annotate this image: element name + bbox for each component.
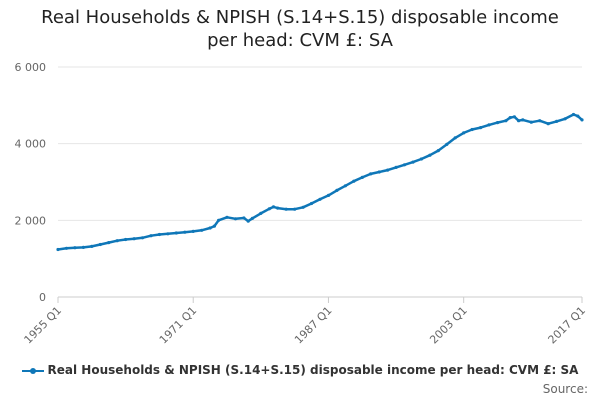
series-point <box>394 165 398 169</box>
series-point <box>555 119 559 123</box>
series-point <box>309 201 314 206</box>
series-point <box>107 241 111 245</box>
series-point <box>81 245 85 249</box>
series-point <box>217 218 221 222</box>
series-point <box>149 234 153 238</box>
chart-title-line-2: per head: CVM £: SA <box>207 30 393 51</box>
series-point <box>563 117 567 121</box>
series-line <box>56 113 584 251</box>
series-point <box>64 246 69 250</box>
series-point <box>246 219 250 223</box>
series-point <box>191 229 195 233</box>
series-point <box>495 121 500 125</box>
series-point <box>233 217 238 221</box>
series-point <box>301 205 305 209</box>
series-point <box>259 211 263 215</box>
series-point <box>521 118 525 122</box>
series-point <box>212 224 216 228</box>
series-point <box>352 179 356 183</box>
series-point <box>73 246 77 250</box>
series-point <box>546 122 550 126</box>
series-point <box>183 230 187 234</box>
series-point <box>369 172 373 176</box>
series-point <box>529 120 533 124</box>
series-point <box>140 236 145 240</box>
x-tick-label: 1987 Q1 <box>292 304 335 347</box>
chart-title: Real Households & NPISH (S.14+S.15) disp… <box>0 6 600 52</box>
legend-series-label: Real Households & NPISH (S.14+S.15) disp… <box>47 363 579 377</box>
chart-title-line-1: Real Households & NPISH (S.14+S.15) disp… <box>41 7 559 28</box>
series-point <box>132 237 136 241</box>
series-point <box>250 216 254 220</box>
series-point <box>445 142 449 146</box>
series-point <box>242 216 246 220</box>
series-point <box>377 170 381 174</box>
series-point <box>386 168 390 172</box>
series-point <box>411 160 415 164</box>
legend[interactable]: Real Households & NPISH (S.14+S.15) disp… <box>0 363 600 377</box>
series-point <box>402 163 407 167</box>
series-point <box>271 205 276 209</box>
series-point <box>428 153 432 157</box>
series-point <box>419 157 423 161</box>
series-point <box>360 175 364 179</box>
series-point <box>517 119 521 123</box>
series-point <box>436 149 440 153</box>
series-point <box>124 237 128 242</box>
series-point <box>453 136 457 140</box>
series-point <box>293 207 297 211</box>
x-tick-label: 1955 Q1 <box>22 304 65 347</box>
series-point <box>508 116 512 120</box>
series-point <box>276 206 280 210</box>
series-point <box>318 197 322 201</box>
series-point <box>576 114 580 118</box>
y-tick-label: 4 000 <box>15 138 47 151</box>
series-point <box>157 232 161 237</box>
series-point <box>512 115 517 119</box>
y-tick-label: 2 000 <box>15 214 47 227</box>
x-tick-label: 2017 Q1 <box>546 304 589 347</box>
y-tick-label: 0 <box>39 291 46 304</box>
series-point <box>98 242 102 247</box>
series-point <box>571 112 576 117</box>
series-point <box>284 207 288 211</box>
series-point <box>470 127 474 132</box>
x-tick-label: 1971 Q1 <box>157 304 200 347</box>
series-point <box>208 226 212 230</box>
source-label: Source: <box>542 382 588 396</box>
series-point <box>267 207 271 211</box>
x-tick-label: 2003 Q1 <box>427 304 470 347</box>
series-point <box>538 119 542 123</box>
series-point <box>487 123 491 127</box>
series-point <box>335 188 339 192</box>
series-point <box>115 239 119 243</box>
series-point <box>90 244 94 248</box>
series-point <box>166 232 170 236</box>
series-point <box>174 231 178 235</box>
series-point <box>580 118 584 122</box>
series-point <box>200 228 204 232</box>
series-point <box>343 184 347 188</box>
legend-series-swatch <box>21 366 44 376</box>
series-point <box>56 247 60 252</box>
series-point <box>462 131 466 135</box>
series-point <box>225 215 229 219</box>
y-tick-label: 6 000 <box>15 61 47 74</box>
series-point <box>504 119 508 123</box>
series-point <box>479 126 483 130</box>
series-point <box>326 193 331 197</box>
